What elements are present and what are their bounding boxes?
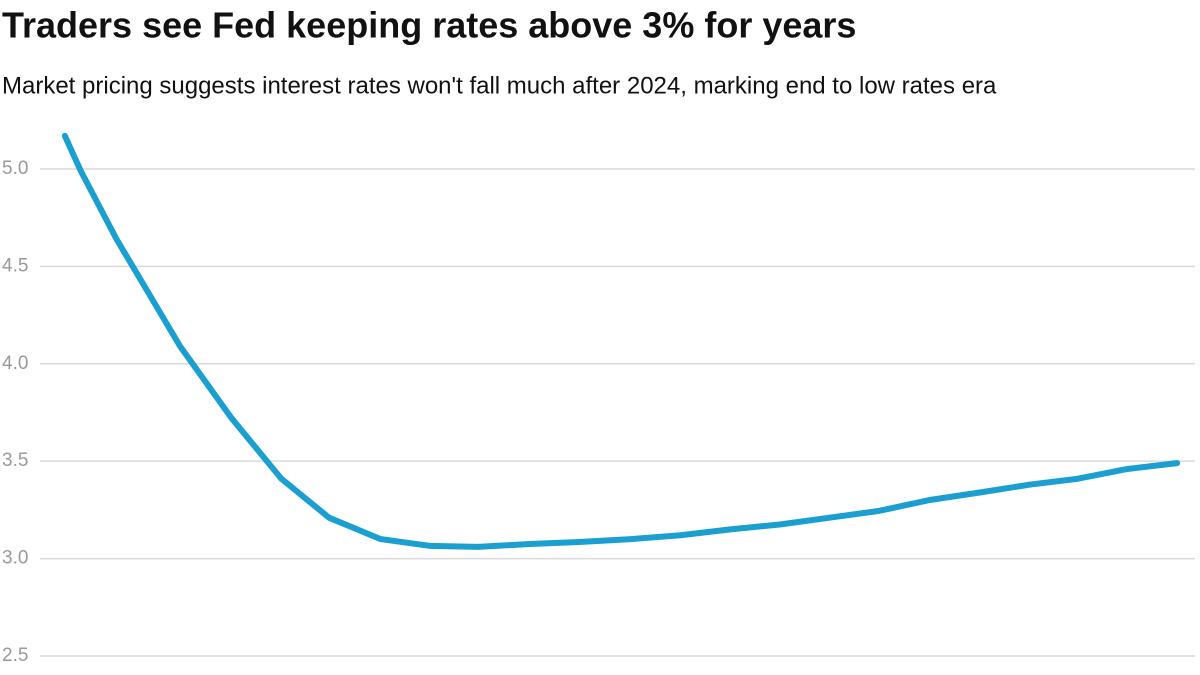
x-tick-label: 2028 [818, 673, 860, 675]
data-line [61, 132, 1181, 550]
y-tick-label: 3.5 [2, 450, 28, 471]
y-tick-label: 4.0 [2, 353, 28, 374]
x-tick-label: 2024 [24, 673, 67, 675]
y-tick-label: 4.5 [2, 255, 28, 276]
y-tick-label: 3.0 [2, 548, 28, 569]
x-tick-label: 2025 [222, 673, 264, 675]
chart-title: Traders see Fed keeping rates above 3% f… [2, 5, 856, 46]
y-tick-label: 2.5 [2, 645, 28, 666]
x-tick-label: 2027 [620, 673, 662, 675]
y-tick-label: 5.0 [2, 158, 28, 179]
x-tick-label: 2026 [421, 673, 463, 675]
chart-subtitle: Market pricing suggests interest rates w… [2, 72, 997, 99]
x-tick-label: 2029 [1017, 673, 1059, 675]
